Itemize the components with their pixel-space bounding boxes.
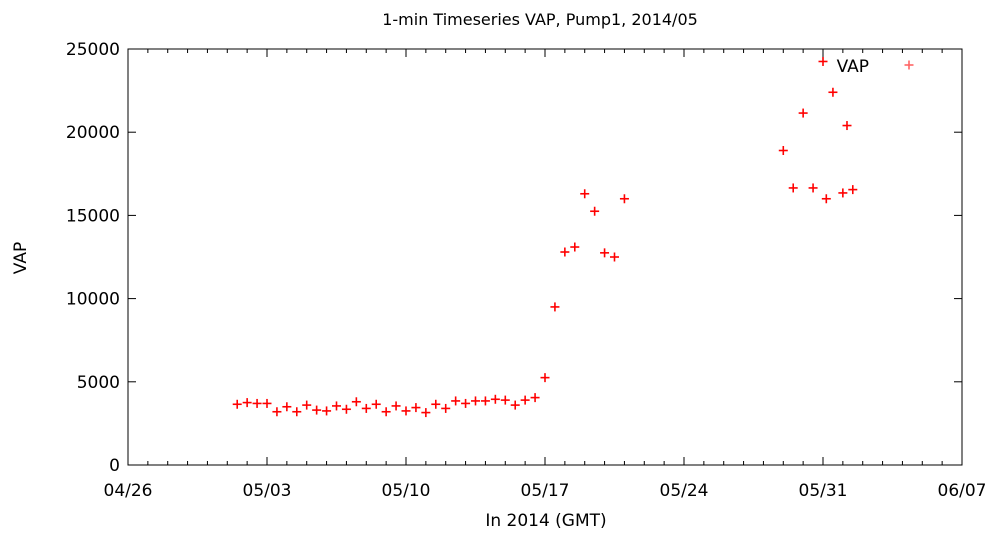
x-tick-label: 05/10 <box>382 481 431 501</box>
data-point <box>490 394 500 404</box>
data-point <box>500 395 510 405</box>
data-point <box>580 189 590 199</box>
data-point <box>341 404 351 414</box>
x-tick-label: 06/07 <box>938 481 987 501</box>
data-point <box>371 399 381 409</box>
data-point <box>510 400 520 410</box>
y-tick-label: 10000 <box>66 290 120 310</box>
data-point <box>480 396 490 406</box>
y-tick-label: 20000 <box>66 123 120 143</box>
x-tick-label: 05/17 <box>521 481 570 501</box>
data-point <box>332 401 341 411</box>
data-point <box>361 403 371 413</box>
data-point <box>252 398 262 408</box>
data-point <box>610 252 619 262</box>
data-point <box>312 405 322 415</box>
y-tick-label: 5000 <box>77 373 120 393</box>
legend-label: VAP <box>837 57 869 77</box>
data-point <box>451 396 461 406</box>
data-point <box>828 87 838 97</box>
y-tick-label: 25000 <box>66 40 120 60</box>
data-point <box>351 397 361 407</box>
data-point <box>821 194 831 204</box>
data-point <box>570 242 580 252</box>
data-point <box>232 399 242 409</box>
axes-layer: 0 5000 10000 15000 20000 25000 04/26 05/03 05/10… <box>66 40 987 501</box>
data-point <box>590 206 600 216</box>
data-point <box>842 121 852 131</box>
data-point <box>600 248 610 258</box>
data-points <box>232 56 858 418</box>
data-point <box>471 396 480 406</box>
legend: VAP <box>837 57 914 77</box>
data-point <box>262 398 272 408</box>
data-point <box>848 185 858 195</box>
data-point <box>421 408 431 418</box>
x-tick-label: 04/26 <box>104 481 153 501</box>
data-point <box>292 407 302 417</box>
data-point <box>818 56 828 66</box>
x-axis-label: In 2014 (GMT) <box>485 511 606 531</box>
legend-marker <box>904 60 914 70</box>
data-point <box>431 399 441 409</box>
data-point <box>788 183 798 193</box>
x-tick-label: 05/24 <box>660 481 709 501</box>
data-point <box>282 402 292 412</box>
data-point <box>302 400 312 410</box>
data-point <box>540 373 550 383</box>
data-point <box>272 407 282 417</box>
data-point <box>411 403 421 413</box>
data-point <box>798 108 808 118</box>
chart-title: 1-min Timeseries VAP, Pump1, 2014/05 <box>382 10 698 29</box>
data-point <box>808 183 818 193</box>
y-tick-label: 15000 <box>66 206 120 226</box>
x-tick-label: 05/31 <box>799 481 848 501</box>
data-point <box>550 302 560 312</box>
data-point <box>441 403 451 413</box>
data-point <box>391 401 401 411</box>
plot-area-frame <box>127 48 963 466</box>
data-point <box>461 398 471 408</box>
data-point <box>242 398 252 408</box>
legend-marker-symbol <box>904 60 914 70</box>
y-tick-label: 0 <box>109 456 120 476</box>
data-point <box>520 395 530 405</box>
data-point <box>401 406 411 416</box>
data-point <box>322 406 332 416</box>
y-axis-label: VAP <box>11 242 31 274</box>
data-point <box>778 146 788 156</box>
data-point <box>381 407 391 417</box>
data-point <box>530 393 540 403</box>
data-point <box>560 247 570 257</box>
data-point <box>838 188 848 198</box>
x-tick-label: 05/03 <box>243 481 292 501</box>
data-point <box>619 194 629 204</box>
